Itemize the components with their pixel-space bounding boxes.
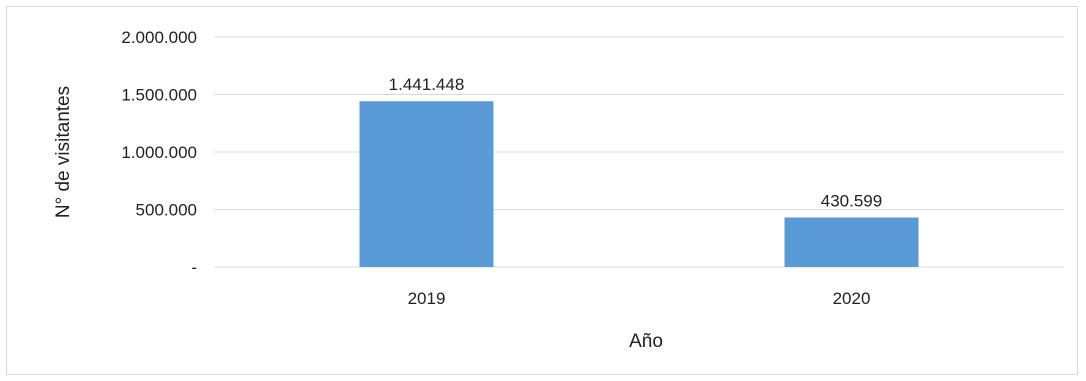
y-axis-ticks: - 500.000 1.000.000 1.500.000 2.000.000: [121, 28, 197, 277]
bar-2020: [784, 217, 919, 267]
x-tick-label-2020: 2020: [833, 289, 871, 308]
x-tick-label-2019: 2019: [408, 289, 446, 308]
data-labels: 1.441.448 430.599: [389, 75, 883, 210]
y-tick-label: -: [191, 258, 197, 277]
x-axis-ticks: 2019 2020: [408, 289, 871, 308]
y-axis-title: N° de visitantes: [53, 86, 74, 218]
chart-frame: [6, 6, 1078, 375]
y-tick-label: 1.500.000: [121, 86, 197, 105]
y-tick-label: 500.000: [136, 201, 197, 220]
data-label-2019: 1.441.448: [389, 75, 465, 94]
y-tick-label: 2.000.000: [121, 28, 197, 47]
gridlines: [214, 36, 1064, 268]
y-tick-label: 1.000.000: [121, 143, 197, 162]
x-axis-title: Año: [629, 331, 663, 352]
bar-2019: [359, 101, 494, 267]
bars: [359, 101, 919, 267]
data-label-2020: 430.599: [821, 191, 882, 210]
